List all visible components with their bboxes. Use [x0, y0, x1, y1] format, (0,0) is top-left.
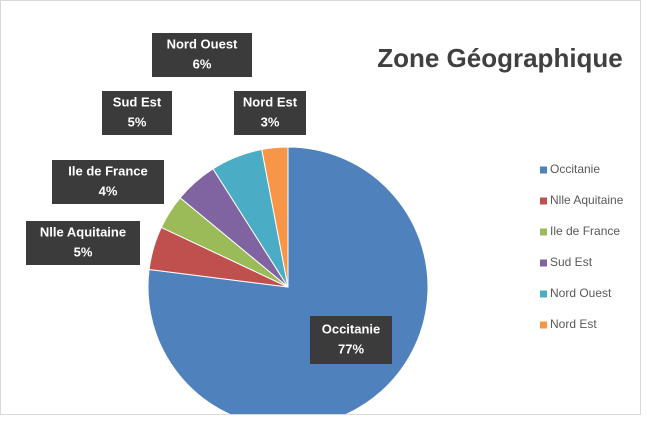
chart-title: Zone Géographique [377, 43, 623, 73]
data-label-value: 6% [193, 56, 212, 71]
data-labels: Occitanie 77% Nlle Aquitaine 5% Ile de Franc… [26, 33, 392, 364]
legend-label: Nord Ouest [550, 286, 612, 300]
legend-swatch [540, 228, 547, 236]
pie [147, 146, 429, 414]
data-label-value: 4% [99, 183, 118, 198]
legend-label: Nord Est [550, 317, 597, 331]
legend-swatch [540, 197, 547, 205]
legend-swatch [540, 290, 547, 298]
data-label-name: Ile de France [68, 163, 147, 178]
data-label-box [52, 160, 164, 204]
legend-label: Nlle Aquitaine [550, 193, 624, 207]
data-label-box [310, 316, 392, 364]
data-label-box [102, 91, 172, 135]
data-label-value: 77% [338, 341, 364, 356]
pie-slice [261, 146, 289, 288]
legend-label: Occitanie [550, 162, 600, 176]
data-label-value: 5% [128, 114, 147, 129]
legend-swatch [540, 259, 547, 267]
data-label-value: 5% [74, 244, 93, 259]
data-label-name: Occitanie [322, 321, 381, 336]
legend-label: Sud Est [550, 255, 593, 269]
data-label-name: Nord Est [243, 94, 298, 109]
legend-swatch [540, 321, 547, 329]
data-label-box [234, 91, 306, 135]
data-label-name: Sud Est [113, 94, 162, 109]
data-label-name: Nlle Aquitaine [40, 224, 126, 239]
legend-swatch [540, 166, 547, 174]
legend-label: Ile de France [550, 224, 620, 238]
legend: Occitanie Nlle Aquitaine Ile de France Sud … [540, 162, 624, 331]
data-label-value: 3% [261, 114, 280, 129]
data-label-box [26, 221, 140, 265]
data-label-name: Nord Ouest [167, 36, 238, 51]
data-label-box [152, 33, 252, 77]
